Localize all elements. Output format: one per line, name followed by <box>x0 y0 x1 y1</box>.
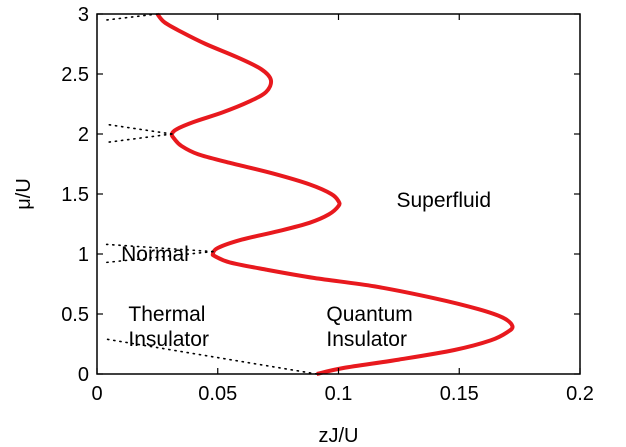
x-tick-label: 0 <box>91 383 102 405</box>
x-tick-label: 0.05 <box>198 383 237 405</box>
crossover-dotted-line <box>105 243 214 253</box>
y-tick-label: 1.5 <box>61 184 89 206</box>
y-axis-label: μ/U <box>13 178 35 210</box>
x-tick-label: 0.2 <box>566 383 594 405</box>
crossover-dotted-line <box>105 123 173 135</box>
crossover-dotted-line <box>105 250 214 264</box>
y-tick-label: 3 <box>78 4 89 26</box>
annotation-layer: SuperfluidNormalThermalInsulatorQuantumI… <box>121 189 491 351</box>
x-ticks: 0 0.05 0.1 0.15 0.2 <box>91 14 594 405</box>
crossover-dotted-line <box>105 133 173 144</box>
y-tick-label: 0 <box>78 364 89 386</box>
x-axis-label: zJ/U <box>319 425 359 447</box>
region-annotation: Insulator <box>326 328 407 351</box>
x-tick-label: 0.15 <box>440 383 479 405</box>
x-tick-label: 0.1 <box>325 383 353 405</box>
region-annotation: Superfluid <box>396 189 491 212</box>
y-tick-label: 0.5 <box>61 304 89 326</box>
plot-layer <box>105 12 515 376</box>
y-tick-label: 2.5 <box>61 64 89 86</box>
y-tick-label: 2 <box>78 124 89 146</box>
phase-boundary-line <box>155 12 515 376</box>
y-ticks: 0 0.5 1 1.5 2 2.5 3 <box>61 4 580 386</box>
region-annotation: Insulator <box>128 328 209 351</box>
crossover-dotted-line <box>105 13 159 21</box>
crossover-dotted-line <box>105 338 318 375</box>
region-annotation: Thermal <box>128 303 205 326</box>
region-annotation: Normal <box>121 243 189 266</box>
axes-layer: 0 0.05 0.1 0.15 0.2 0 0.5 1 1.5 2 2.5 3 zJ/U μ/U <box>13 4 594 447</box>
region-annotation: Quantum <box>326 303 412 326</box>
y-tick-label: 1 <box>78 244 89 266</box>
